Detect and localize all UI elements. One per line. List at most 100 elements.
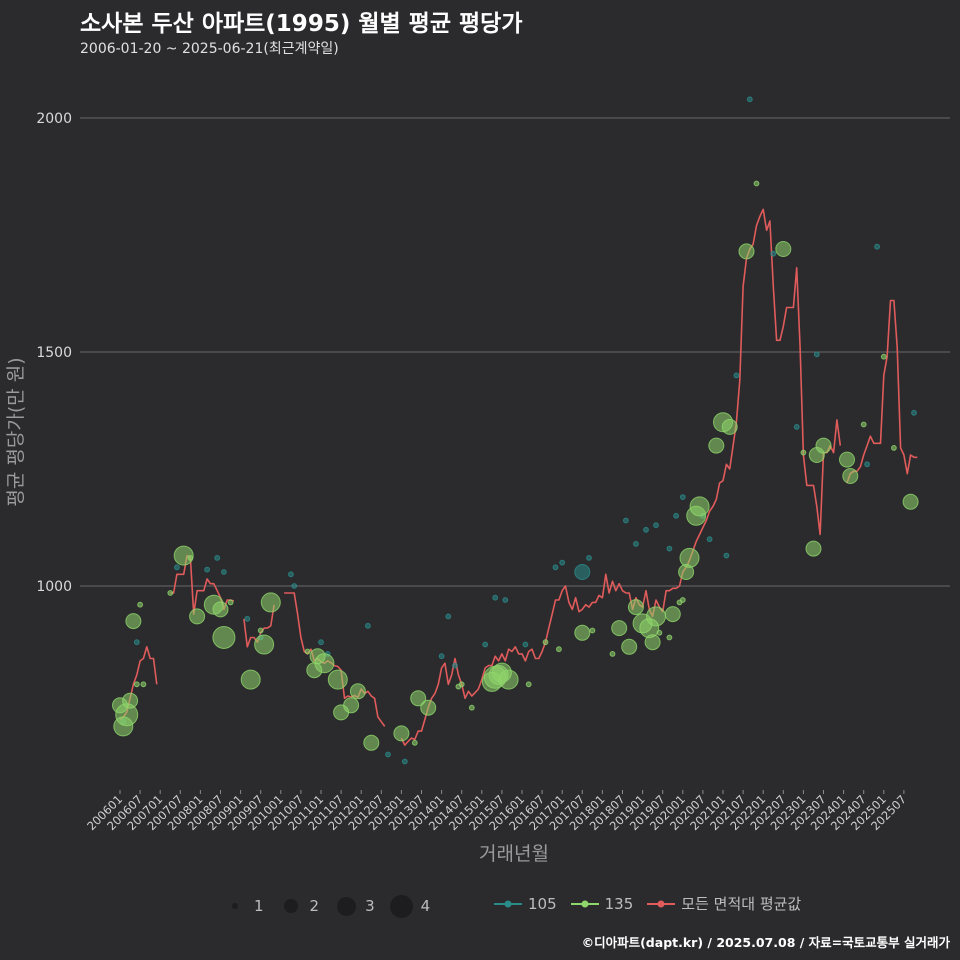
color-legend-item-135: 135 xyxy=(570,895,633,913)
area-105-point xyxy=(482,641,489,648)
area-105-point xyxy=(666,545,673,552)
area-135-point xyxy=(611,620,628,637)
area-105-point xyxy=(706,536,713,543)
color-legend-item-average: 모든 면적대 평균값 xyxy=(647,893,801,914)
area-135-point xyxy=(891,445,897,451)
area-105-point xyxy=(318,639,324,646)
area-135-point xyxy=(664,606,681,623)
area-105-point xyxy=(623,517,629,524)
area-105-point xyxy=(502,597,509,603)
area-105-point xyxy=(204,566,211,573)
source-caption: ©디아파트(dapt.kr) / 2025.07.08 / 자료=국토교통부 실… xyxy=(581,935,950,950)
area-135-point xyxy=(721,418,738,435)
area-135-point xyxy=(393,725,410,742)
area-105-point xyxy=(633,541,639,547)
area-105-point xyxy=(365,622,371,629)
area-135-point xyxy=(254,634,275,655)
average-line-segment xyxy=(846,299,918,484)
size-legend-label: 1 xyxy=(254,897,264,915)
area-135-line-dot-icon xyxy=(570,900,599,907)
area-105-point xyxy=(214,555,221,561)
area-135-point xyxy=(708,437,725,454)
area-105-point xyxy=(552,564,559,571)
area-105-point xyxy=(445,613,452,620)
chart-subtitle: 2006-01-20 ~ 2025-06-21(최근계약일) xyxy=(80,41,339,57)
chart-svg: 1000 1500 2000 200601200607200701200707200… xyxy=(5,96,950,865)
area-105-point xyxy=(723,552,730,559)
area-135-point xyxy=(815,437,832,454)
area-135-point xyxy=(304,648,311,655)
area-135-point xyxy=(363,734,380,751)
area-135-point xyxy=(646,606,666,627)
size-legend: 1 2 3 4 xyxy=(222,893,444,919)
area-105-point xyxy=(911,409,917,416)
color-legend-item-105: 105 xyxy=(494,895,557,913)
area-135-point xyxy=(556,646,562,653)
grid-lines xyxy=(80,117,950,587)
area-135-point xyxy=(240,669,261,690)
area-135-point xyxy=(644,634,661,651)
area-105-point xyxy=(874,243,880,250)
size-legend-item-3: 3 xyxy=(333,893,375,919)
area-105-point xyxy=(746,96,753,103)
area-135-point xyxy=(227,599,234,606)
size-key-4-icon xyxy=(390,894,414,918)
size-key-1-icon xyxy=(232,903,238,909)
area-105-point xyxy=(522,641,529,648)
area-105-point xyxy=(401,758,408,765)
size-key-3-icon xyxy=(336,896,356,916)
color-legend-label: 105 xyxy=(528,894,557,913)
size-legend-item-1: 1 xyxy=(222,893,264,919)
y-axis-ticks: 1000 1500 2000 xyxy=(36,111,72,595)
area-135-point xyxy=(839,451,855,468)
y-tick-label: 2000 xyxy=(36,111,72,127)
area-105-point xyxy=(793,424,800,430)
average-line-segment xyxy=(400,208,842,746)
area-135-point xyxy=(542,639,549,646)
area-105-point xyxy=(643,526,649,533)
area-105-point xyxy=(574,564,591,580)
area-135-point xyxy=(902,493,919,510)
area-135-point xyxy=(679,597,686,603)
area-135-point xyxy=(468,704,475,711)
area-135-point xyxy=(411,739,418,746)
area-105-point xyxy=(244,615,251,622)
area-135-point xyxy=(589,627,596,634)
area-135-point xyxy=(800,449,807,456)
area-135-point xyxy=(349,683,366,700)
area-135-point xyxy=(666,634,673,641)
area-135-point xyxy=(738,243,755,260)
area-105-line-dot-icon xyxy=(494,900,522,907)
area-135-point xyxy=(860,421,867,428)
color-legend: 105 135 모든 면적대 평균값 xyxy=(494,893,815,914)
area-105-points xyxy=(120,96,917,765)
area-135-point xyxy=(805,540,822,557)
area-105-point xyxy=(586,555,592,561)
area-135-point xyxy=(689,496,710,517)
area-135-point xyxy=(420,699,437,716)
area-135-point xyxy=(189,608,206,625)
area-105-point xyxy=(291,583,298,589)
area-135-point xyxy=(343,697,360,714)
size-legend-item-2: 2 xyxy=(278,893,319,919)
y-tick-label: 1500 xyxy=(36,345,72,361)
size-legend-label: 4 xyxy=(420,897,431,915)
area-135-point xyxy=(327,669,348,690)
x-axis-ticks: 2006012006072007012007072008012008072009… xyxy=(84,790,909,833)
area-135-point xyxy=(842,468,859,484)
size-legend-item-4: 4 xyxy=(389,893,431,919)
area-105-point xyxy=(733,372,740,379)
area-105-point xyxy=(288,571,294,578)
area-105-point xyxy=(221,569,227,575)
color-legend-label: 모든 면적대 평균값 xyxy=(681,895,802,913)
area-135-point xyxy=(212,601,229,618)
area-135-point xyxy=(609,651,616,657)
area-135-point xyxy=(880,353,887,360)
area-105-point xyxy=(679,494,686,501)
area-105-point xyxy=(452,662,458,669)
chart-title: 소사본 두산 아파트(1995) 월별 평균 평당가 xyxy=(80,11,523,37)
area-135-point xyxy=(173,545,194,566)
area-135-points xyxy=(112,180,919,751)
area-105-point xyxy=(559,559,566,566)
area-105-point xyxy=(133,639,140,646)
